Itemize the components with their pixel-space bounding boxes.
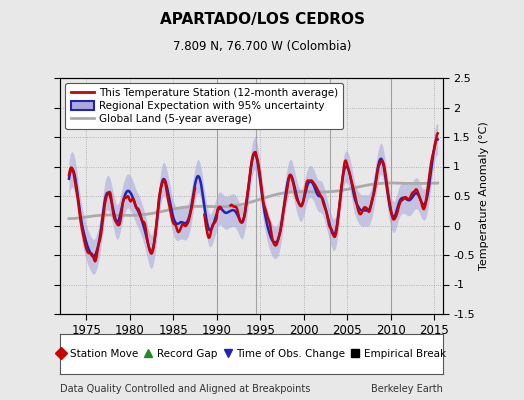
Text: 7.809 N, 76.700 W (Colombia): 7.809 N, 76.700 W (Colombia)	[173, 40, 351, 53]
Y-axis label: Temperature Anomaly (°C): Temperature Anomaly (°C)	[479, 122, 489, 270]
Text: Data Quality Controlled and Aligned at Breakpoints: Data Quality Controlled and Aligned at B…	[60, 384, 311, 394]
Legend: Station Move, Record Gap, Time of Obs. Change, Empirical Break: Station Move, Record Gap, Time of Obs. C…	[54, 346, 449, 362]
Legend: This Temperature Station (12-month average), Regional Expectation with 95% uncer: This Temperature Station (12-month avera…	[66, 83, 343, 129]
Text: APARTADO/LOS CEDROS: APARTADO/LOS CEDROS	[159, 12, 365, 27]
Text: Berkeley Earth: Berkeley Earth	[371, 384, 443, 394]
